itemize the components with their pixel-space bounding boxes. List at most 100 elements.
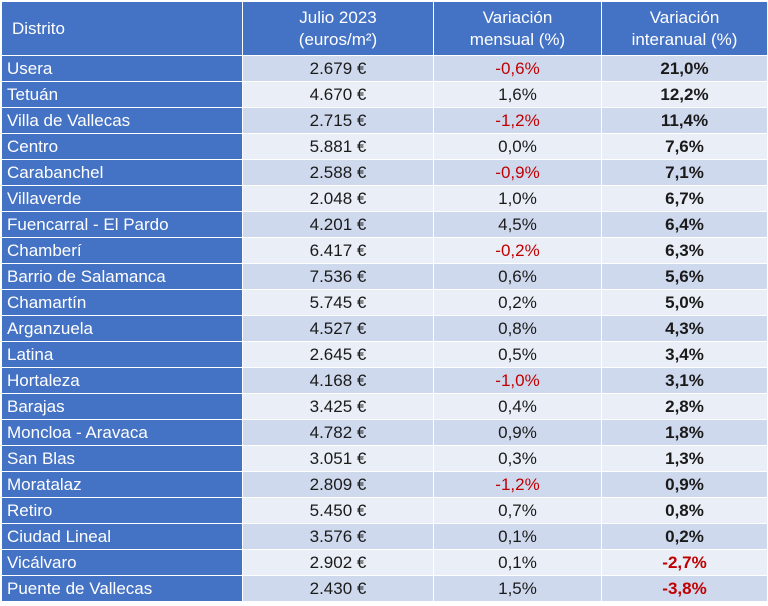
cell-variacion-mensual: 1,0% [433, 185, 602, 212]
cell-variacion-mensual: 0,8% [433, 315, 602, 342]
table-row: Hortaleza 4.168 € -1,0% 3,1% [1, 367, 768, 394]
cell-precio: 2.679 € [242, 55, 434, 82]
cell-variacion-interanual: 4,3% [601, 315, 768, 342]
cell-precio: 2.430 € [242, 575, 434, 602]
cell-variacion-interanual: -3,8% [601, 575, 768, 602]
cell-variacion-mensual: 0,3% [433, 445, 602, 472]
cell-variacion-interanual: 21,0% [601, 55, 768, 82]
cell-precio: 4.168 € [242, 367, 434, 394]
cell-precio: 2.902 € [242, 549, 434, 576]
cell-precio: 2.645 € [242, 341, 434, 368]
cell-variacion-mensual: -1,0% [433, 367, 602, 394]
cell-variacion-mensual: 0,1% [433, 549, 602, 576]
cell-variacion-interanual: 3,1% [601, 367, 768, 394]
table-row: Vicálvaro 2.902 €0,1% -2,7% [1, 549, 768, 576]
cell-variacion-interanual: 12,2% [601, 81, 768, 108]
table-row: Retiro 5.450 €0,7% 0,8% [1, 497, 768, 524]
cell-distrito: Usera [1, 55, 243, 82]
cell-variacion-mensual: 1,5% [433, 575, 602, 602]
cell-variacion-interanual: 1,3% [601, 445, 768, 472]
cell-distrito: Barajas [1, 393, 243, 420]
cell-variacion-mensual: -0,6% [433, 55, 602, 82]
table-row: Chamberí 6.417 € -0,2% 6,3% [1, 237, 768, 264]
cell-variacion-interanual: 5,6% [601, 263, 768, 290]
table-row: Moncloa - Aravaca 4.782 €0,9% 1,8% [1, 419, 768, 446]
cell-variacion-mensual: 0,2% [433, 289, 602, 316]
table-row: Chamartín 5.745 €0,2% 5,0% [1, 289, 768, 316]
header-mensual-line-1: Variación [482, 7, 553, 27]
header-julio-line-1: Julio 2023 [299, 7, 377, 27]
table-row: Ciudad Lineal 3.576 €0,1% 0,2% [1, 523, 768, 550]
cell-precio: 2.809 € [242, 471, 434, 498]
cell-precio: 2.715 € [242, 107, 434, 134]
cell-distrito: Moncloa - Aravaca [1, 419, 243, 446]
table-body: Usera 2.679 € -0,6% 21,0% Tetuán 4.670 €1,6% 1… [1, 55, 768, 602]
cell-precio: 4.201 € [242, 211, 434, 238]
table-row: Fuencarral - El Pardo 4.201 €4,5% 6,4% [1, 211, 768, 238]
cell-precio: 4.670 € [242, 81, 434, 108]
cell-variacion-mensual: 0,5% [433, 341, 602, 368]
table-row: Barrio de Salamanca 7.536 €0,6% 5,6% [1, 263, 768, 290]
table-row: Barajas 3.425 €0,4% 2,8% [1, 393, 768, 420]
cell-distrito: Barrio de Salamanca [1, 263, 243, 290]
cell-variacion-interanual: 1,8% [601, 419, 768, 446]
cell-variacion-interanual: 7,6% [601, 133, 768, 160]
cell-distrito: Chamartín [1, 289, 243, 316]
cell-precio: 7.536 € [242, 263, 434, 290]
table-row: San Blas 3.051 €0,3% 1,3% [1, 445, 768, 472]
cell-variacion-interanual: 3,4% [601, 341, 768, 368]
table-row: Carabanchel 2.588 € -0,9% 7,1% [1, 159, 768, 186]
header-julio-line-2: (euros/m²) [298, 29, 378, 49]
cell-variacion-interanual: 11,4% [601, 107, 768, 134]
cell-variacion-mensual: 4,5% [433, 211, 602, 238]
cell-variacion-interanual: 2,8% [601, 393, 768, 420]
cell-variacion-mensual: 0,6% [433, 263, 602, 290]
cell-distrito: Latina [1, 341, 243, 368]
cell-distrito: Carabanchel [1, 159, 243, 186]
header-variacion-interanual: Variación interanual (%) [601, 1, 768, 56]
cell-distrito: Hortaleza [1, 367, 243, 394]
header-row: Distrito Julio 2023 (euros/m²) Variación… [1, 1, 768, 56]
table-row: Moratalaz 2.809 € -1,2% 0,9% [1, 471, 768, 498]
cell-variacion-interanual: 5,0% [601, 289, 768, 316]
table-row: Arganzuela 4.527 €0,8% 4,3% [1, 315, 768, 342]
table-header: Distrito Julio 2023 (euros/m²) Variación… [1, 1, 768, 56]
cell-distrito: Fuencarral - El Pardo [1, 211, 243, 238]
cell-variacion-mensual: 0,0% [433, 133, 602, 160]
cell-distrito: Villa de Vallecas [1, 107, 243, 134]
cell-precio: 5.881 € [242, 133, 434, 160]
table-row: Latina 2.645 €0,5% 3,4% [1, 341, 768, 368]
cell-distrito: Tetuán [1, 81, 243, 108]
table-row: Puente de Vallecas 2.430 €1,5% -3,8% [1, 575, 768, 602]
cell-precio: 3.576 € [242, 523, 434, 550]
cell-variacion-interanual: 0,2% [601, 523, 768, 550]
table-row: Villa de Vallecas 2.715 € -1,2% 11,4% [1, 107, 768, 134]
cell-precio: 5.450 € [242, 497, 434, 524]
cell-distrito: San Blas [1, 445, 243, 472]
cell-variacion-mensual: -1,2% [433, 471, 602, 498]
table-row: Centro 5.881 €0,0% 7,6% [1, 133, 768, 160]
cell-variacion-interanual: 7,1% [601, 159, 768, 186]
cell-variacion-mensual: 0,7% [433, 497, 602, 524]
header-distrito-line: Distrito [12, 18, 65, 38]
cell-variacion-mensual: 0,4% [433, 393, 602, 420]
table-row: Tetuán 4.670 €1,6% 12,2% [1, 81, 768, 108]
header-distrito: Distrito [1, 1, 243, 56]
header-interanual-line-2: interanual (%) [631, 29, 738, 49]
cell-variacion-interanual: 0,9% [601, 471, 768, 498]
header-mensual-line-2: mensual (%) [469, 29, 566, 49]
cell-distrito: Centro [1, 133, 243, 160]
header-julio-2023: Julio 2023 (euros/m²) [242, 1, 434, 56]
cell-variacion-interanual: 6,7% [601, 185, 768, 212]
table-row: Usera 2.679 € -0,6% 21,0% [1, 55, 768, 82]
cell-variacion-mensual: 0,1% [433, 523, 602, 550]
cell-precio: 2.048 € [242, 185, 434, 212]
cell-distrito: Villaverde [1, 185, 243, 212]
cell-variacion-mensual: -0,9% [433, 159, 602, 186]
cell-variacion-mensual: -0,2% [433, 237, 602, 264]
cell-variacion-mensual: 1,6% [433, 81, 602, 108]
cell-distrito: Ciudad Lineal [1, 523, 243, 550]
cell-precio: 4.527 € [242, 315, 434, 342]
cell-distrito: Puente de Vallecas [1, 575, 243, 602]
header-interanual-line-1: Variación [649, 7, 720, 27]
